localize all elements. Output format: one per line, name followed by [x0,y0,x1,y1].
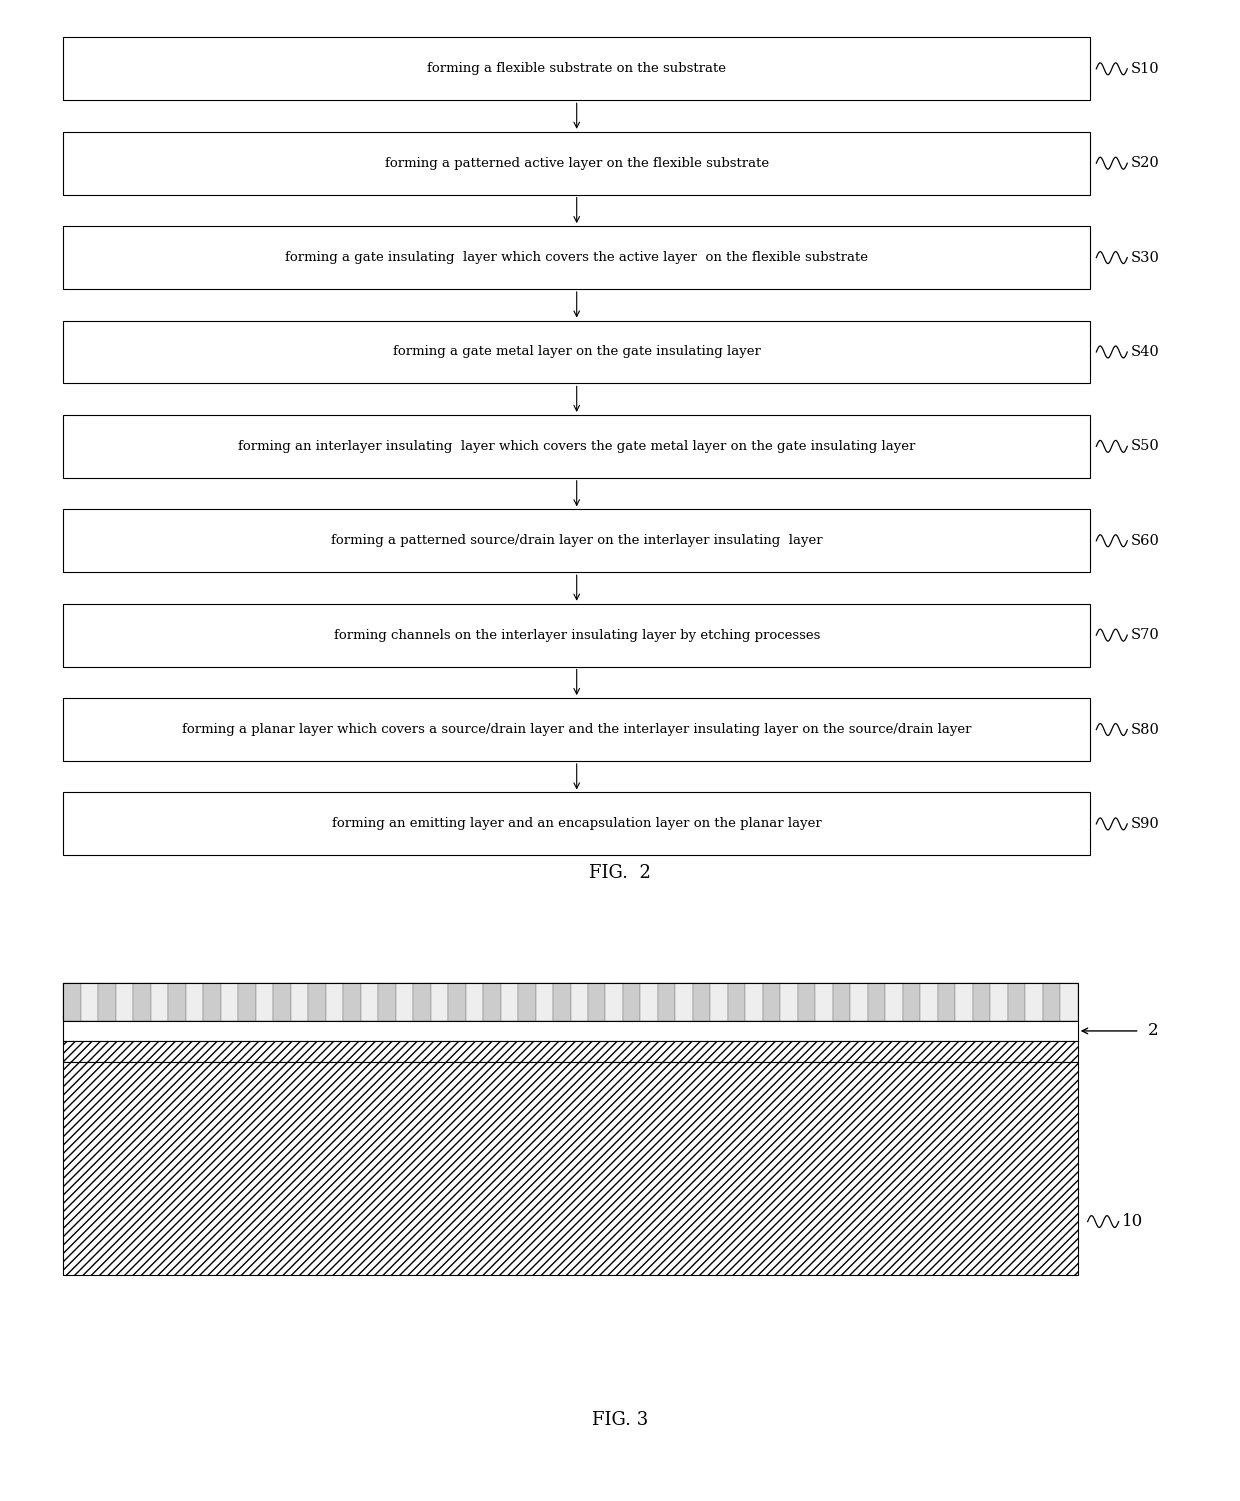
Bar [63,983,1078,1021]
Bar [63,983,81,1021]
Text: S10: S10 [1131,62,1159,77]
FancyBboxPatch shape [63,38,1090,101]
Bar [501,983,518,1021]
Text: S40: S40 [1131,345,1159,359]
Bar [203,983,221,1021]
Bar [588,983,605,1021]
Bar [605,983,622,1021]
Bar [115,983,133,1021]
FancyBboxPatch shape [63,227,1090,290]
Bar [885,983,903,1021]
Bar [816,983,833,1021]
Bar [484,983,501,1021]
Text: S60: S60 [1131,534,1159,548]
Text: forming a flexible substrate on the substrate: forming a flexible substrate on the subs… [428,63,727,75]
Bar [553,983,570,1021]
Text: S50: S50 [1131,440,1159,453]
Bar [465,983,484,1021]
Bar [641,983,658,1021]
Text: forming an interlayer insulating  layer which covers the gate metal layer on the: forming an interlayer insulating layer w… [238,440,915,453]
Text: forming a planar layer which covers a source/drain layer and the interlayer insu: forming a planar layer which covers a so… [182,723,971,735]
Bar [290,983,308,1021]
Bar [868,983,885,1021]
Bar [1025,983,1043,1021]
FancyBboxPatch shape [63,509,1090,572]
Bar [430,983,448,1021]
Bar [920,983,937,1021]
Bar [745,983,763,1021]
Text: forming a gate metal layer on the gate insulating layer: forming a gate metal layer on the gate i… [393,345,760,359]
Bar [326,983,343,1021]
Text: S80: S80 [1131,722,1159,737]
Bar [622,983,641,1021]
Bar [186,983,203,1021]
Bar [711,983,728,1021]
Text: forming an emitting layer and an encapsulation layer on the planar layer: forming an emitting layer and an encapsu… [332,818,822,830]
Text: forming a patterned active layer on the flexible substrate: forming a patterned active layer on the … [384,156,769,170]
Bar [448,983,465,1021]
Bar [518,983,536,1021]
Bar [63,1021,1078,1042]
Bar [955,983,973,1021]
Bar [833,983,851,1021]
Bar [343,983,361,1021]
Bar [63,1061,1078,1274]
FancyBboxPatch shape [63,321,1090,383]
Bar [1060,983,1078,1021]
Bar [273,983,290,1021]
FancyBboxPatch shape [63,793,1090,856]
Bar [169,983,186,1021]
Bar [361,983,378,1021]
Bar [63,1042,1078,1061]
Bar [396,983,413,1021]
FancyBboxPatch shape [63,414,1090,477]
Bar [221,983,238,1021]
Text: S30: S30 [1131,251,1159,264]
Text: FIG. 3: FIG. 3 [591,1411,649,1429]
Bar [763,983,780,1021]
Bar [378,983,396,1021]
FancyBboxPatch shape [63,603,1090,666]
Bar [1008,983,1025,1021]
Bar [937,983,955,1021]
Bar [851,983,868,1021]
Text: S70: S70 [1131,627,1159,642]
FancyBboxPatch shape [63,698,1090,761]
Bar [255,983,273,1021]
Bar [797,983,816,1021]
Bar [693,983,711,1021]
Bar [991,983,1008,1021]
Bar [1043,983,1060,1021]
Bar [238,983,255,1021]
Bar [658,983,676,1021]
Bar [98,983,115,1021]
Bar [728,983,745,1021]
Bar [780,983,797,1021]
Bar [308,983,326,1021]
Text: forming a gate insulating  layer which covers the active layer  on the flexible : forming a gate insulating layer which co… [285,251,868,264]
Text: forming channels on the interlayer insulating layer by etching processes: forming channels on the interlayer insul… [334,629,820,641]
FancyBboxPatch shape [63,132,1090,195]
Text: S90: S90 [1131,817,1159,832]
Bar [413,983,430,1021]
Text: forming a patterned source/drain layer on the interlayer insulating  layer: forming a patterned source/drain layer o… [331,534,822,548]
Bar [133,983,151,1021]
Bar [903,983,920,1021]
Bar [536,983,553,1021]
Text: S20: S20 [1131,156,1159,170]
Bar [973,983,991,1021]
Bar [676,983,693,1021]
Text: 10: 10 [1122,1213,1143,1229]
Text: FIG.  2: FIG. 2 [589,865,651,883]
Text: 2: 2 [1148,1022,1159,1039]
Bar [81,983,98,1021]
Bar [570,983,588,1021]
Bar [151,983,169,1021]
